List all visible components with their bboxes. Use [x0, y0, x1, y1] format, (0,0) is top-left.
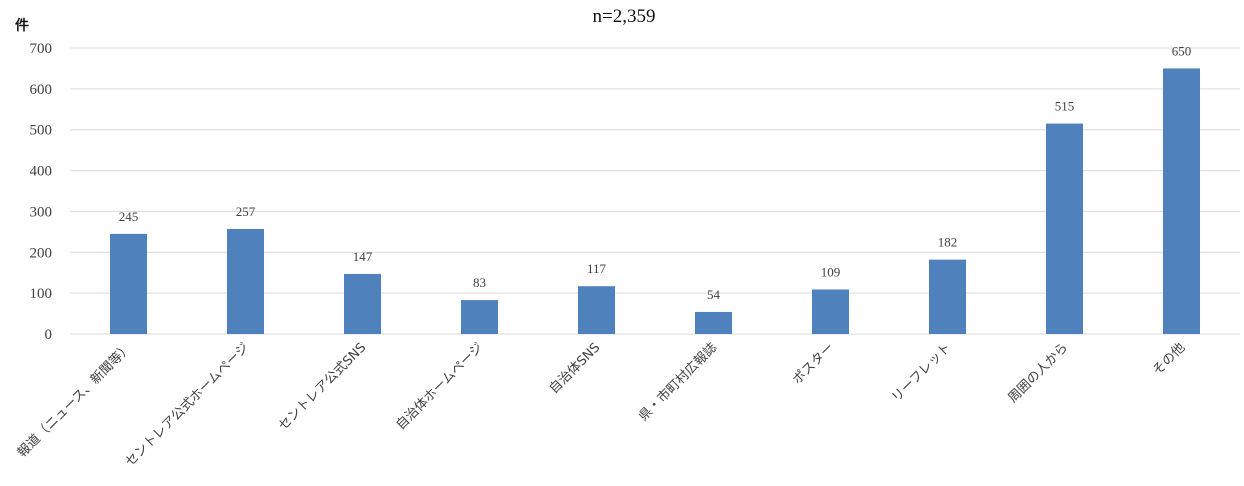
y-tick-label: 0 [45, 327, 53, 343]
x-tick-label: リーフレット [889, 340, 954, 405]
data-label: 147 [353, 249, 373, 264]
x-tick-label: その他 [1150, 340, 1188, 378]
x-tick-label: 自治体ホームページ [393, 340, 486, 433]
x-tick-label: 報道（ニュース、新聞等） [14, 340, 135, 461]
bar [461, 300, 498, 334]
data-label: 109 [821, 264, 841, 279]
bar [695, 311, 732, 334]
bars [110, 68, 1200, 334]
y-tick-label: 200 [30, 245, 53, 261]
x-axis-labels: 報道（ニュース、新聞等）セントレア公式ホームページ セントレア公式SNS 自治体ホー… [14, 340, 1188, 470]
bar [1046, 123, 1083, 334]
bar [812, 289, 849, 334]
data-label: 257 [236, 204, 256, 219]
data-label: 515 [1055, 99, 1075, 114]
y-tick-label: 300 [30, 204, 53, 220]
y-axis-ticks: 0 100 200 300 400 500 600 700 [30, 41, 53, 343]
data-label: 245 [119, 209, 139, 224]
gridlines [70, 47, 1240, 335]
bar [227, 228, 264, 334]
bar [1163, 68, 1200, 334]
bar [110, 233, 147, 334]
y-tick-label: 400 [30, 164, 53, 180]
y-axis-unit-label: 件 [15, 17, 29, 34]
x-tick-label: 周囲の人から [1006, 340, 1072, 406]
y-tick-label: 100 [30, 286, 53, 302]
data-label: 182 [938, 235, 958, 250]
x-tick-label: セントレア公式SNS [276, 340, 370, 434]
y-tick-label: 600 [30, 82, 53, 98]
chart-title: n=2,359 [593, 6, 656, 27]
x-tick-label: 県・市町村広報誌 [635, 340, 720, 425]
x-tick-label: 自治体SNS [547, 340, 604, 397]
x-tick-label: セントレア公式ホームページ [123, 340, 253, 470]
data-label: 54 [707, 287, 721, 302]
y-tick-label: 500 [30, 123, 53, 139]
data-label: 650 [1172, 43, 1192, 58]
bar [929, 259, 966, 334]
x-tick-label: ポスター [790, 340, 837, 387]
data-labels: 245 257 147 83 117 54 109 182 515 650 [119, 43, 1192, 302]
data-label: 117 [587, 261, 607, 276]
bar [344, 273, 381, 334]
data-label: 83 [473, 275, 486, 290]
bar [578, 286, 615, 334]
y-tick-label: 700 [30, 41, 53, 57]
